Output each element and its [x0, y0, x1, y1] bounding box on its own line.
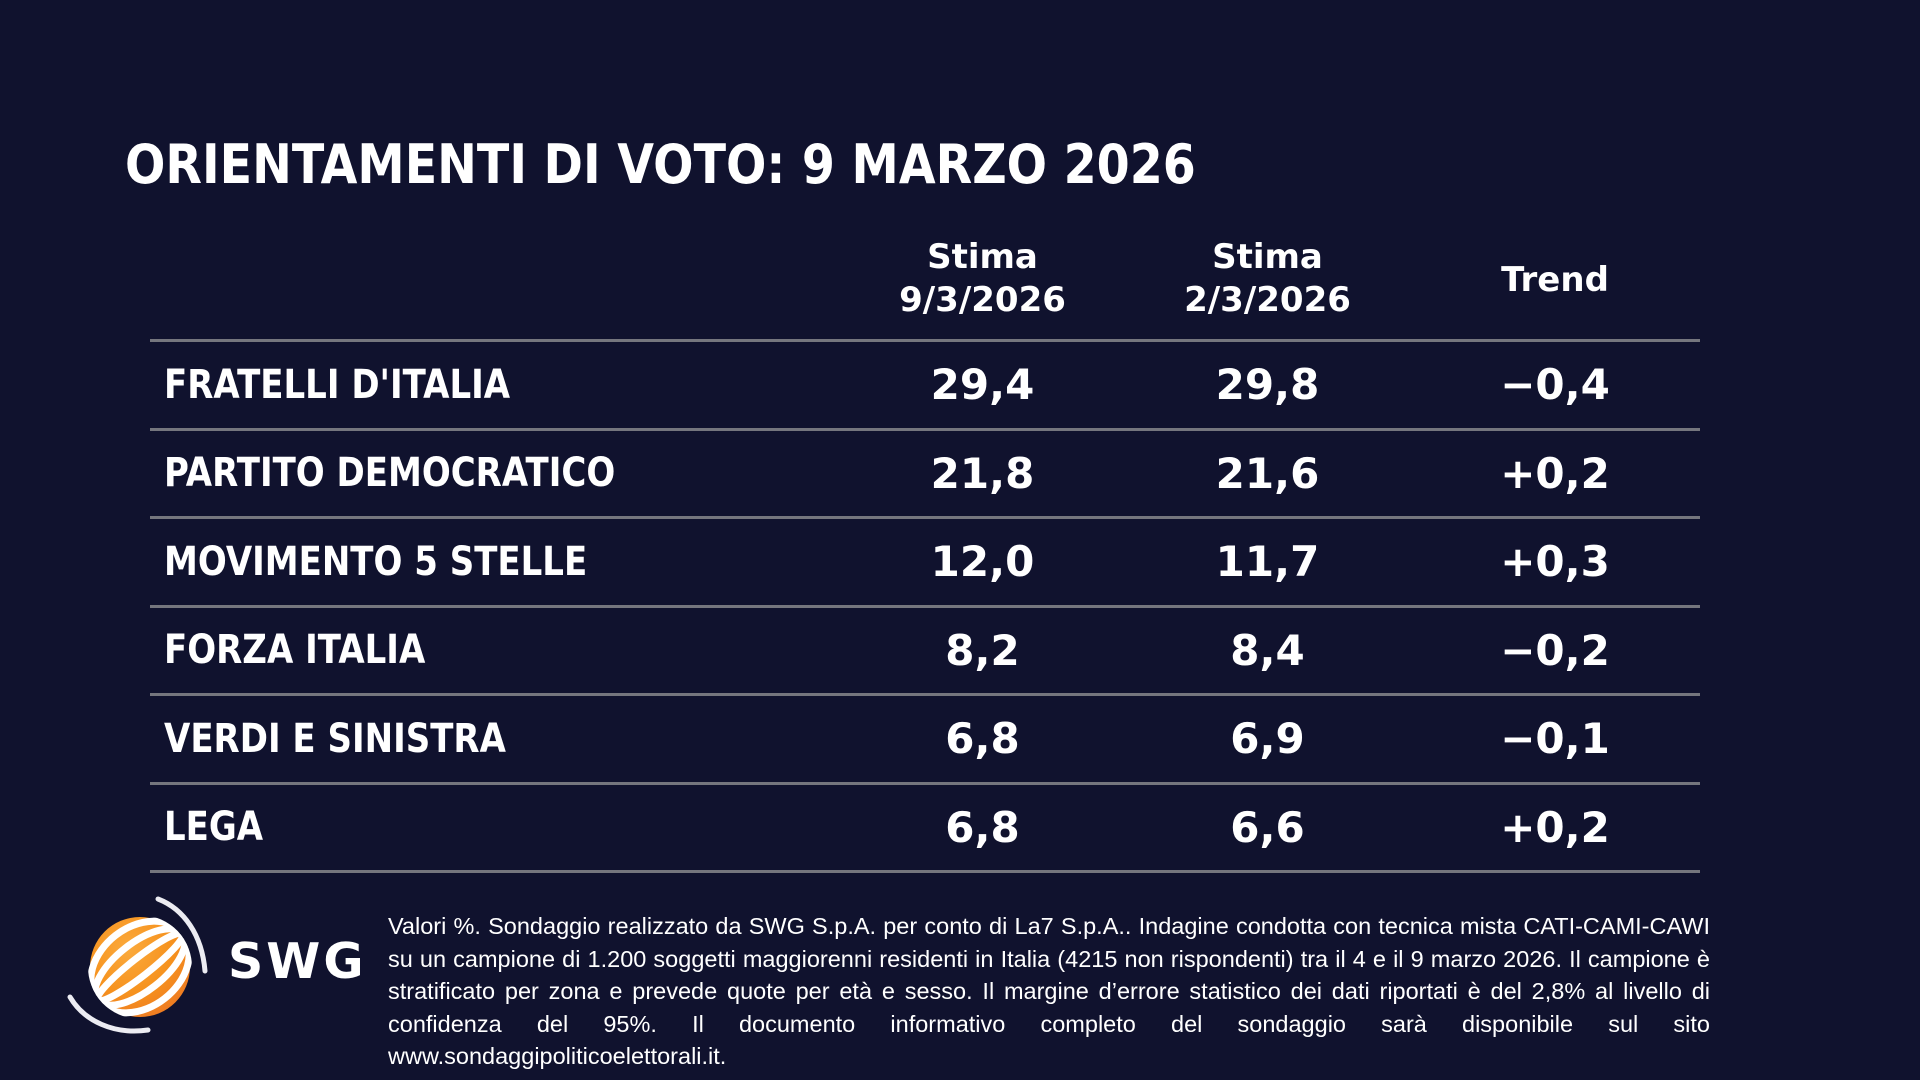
page-title: ORIENTAMENTI DI VOTO: 9 MARZO 2026 [125, 133, 1196, 196]
table-row: LEGA 6,8 6,6 +0,2 [150, 781, 1700, 873]
party-name: LEGA [164, 804, 264, 851]
party-name: FRATELLI D'ITALIA [164, 361, 511, 408]
column-header-party [150, 323, 840, 339]
trend-value: +0,2 [1500, 802, 1610, 852]
column-header-stima-previous-line1: Stima [1212, 236, 1323, 277]
stima-previous-value: 11,7 [1215, 537, 1320, 587]
disclaimer-text: Valori %. Sondaggio realizzato da SWG S.… [388, 913, 1710, 1069]
column-header-stima-previous-line2: 2/3/2026 [1184, 280, 1351, 321]
column-header-stima-current: Stima 9/3/2026 [840, 236, 1125, 339]
party-name: FORZA ITALIA [164, 627, 426, 674]
trend-value: +0,2 [1500, 448, 1610, 498]
stima-previous-value: 6,9 [1230, 714, 1305, 764]
swg-logo-text: SWG [228, 933, 367, 990]
table-row: FORZA ITALIA 8,2 8,4 −0,2 [150, 604, 1700, 694]
stima-current-value: 6,8 [945, 802, 1020, 852]
table-row: VERDI E SINISTRA 6,8 6,9 −0,1 [150, 693, 1700, 782]
column-header-stima-current-line1: Stima [927, 236, 1038, 277]
column-header-stima-previous: Stima 2/3/2026 [1125, 236, 1410, 339]
trend-value: −0,1 [1500, 714, 1610, 764]
trend-value: −0,2 [1500, 625, 1610, 675]
poll-table: Stima 9/3/2026 Stima 2/3/2026 Trend FRAT… [150, 205, 1700, 873]
trend-value: +0,3 [1500, 537, 1610, 587]
swg-logo: SWG [62, 893, 392, 1043]
party-name: PARTITO DEMOCRATICO [164, 450, 616, 497]
table-row: MOVIMENTO 5 STELLE 12,0 11,7 +0,3 [150, 516, 1700, 605]
stima-current-value: 12,0 [930, 537, 1035, 587]
table-row: PARTITO DEMOCRATICO 21,8 21,6 +0,2 [150, 427, 1700, 517]
table-header-row: Stima 9/3/2026 Stima 2/3/2026 Trend [150, 205, 1700, 339]
stima-current-value: 8,2 [945, 625, 1020, 675]
stima-current-value: 21,8 [930, 448, 1035, 498]
stima-previous-value: 8,4 [1230, 625, 1305, 675]
party-name: MOVIMENTO 5 STELLE [164, 538, 588, 585]
stima-current-value: 6,8 [945, 714, 1020, 764]
swg-globe-icon [67, 896, 208, 1034]
table-row: FRATELLI D'ITALIA 29,4 29,8 −0,4 [150, 339, 1700, 428]
stima-previous-value: 21,6 [1215, 448, 1320, 498]
stima-previous-value: 29,8 [1215, 360, 1320, 410]
stima-previous-value: 6,6 [1230, 802, 1305, 852]
party-name: VERDI E SINISTRA [164, 715, 506, 762]
column-header-stima-current-line2: 9/3/2026 [899, 280, 1066, 321]
column-header-trend: Trend [1501, 260, 1609, 301]
stima-current-value: 29,4 [930, 360, 1035, 410]
trend-value: −0,4 [1500, 360, 1610, 410]
